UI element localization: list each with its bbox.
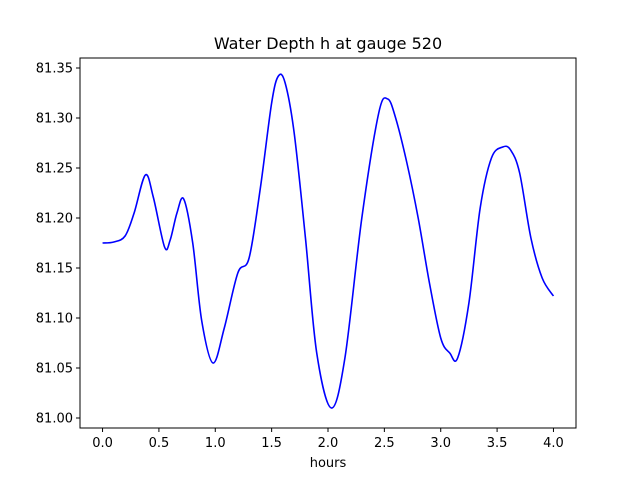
y-tick-label: 81.35 [36, 62, 73, 77]
x-tick-label: 1.0 [205, 436, 226, 451]
x-tick-label: 2.0 [318, 436, 339, 451]
x-tick-label: 3.5 [487, 436, 508, 451]
y-tick-label: 81.20 [36, 212, 73, 227]
y-tick-label: 81.15 [36, 262, 73, 277]
x-tick-label: 3.0 [430, 436, 451, 451]
y-tick-label: 81.30 [36, 112, 73, 127]
x-tick-label: 1.5 [261, 436, 282, 451]
series-line-0 [102, 73, 555, 409]
x-tick-label: 4.0 [543, 436, 564, 451]
x-tick-label: 0.0 [92, 436, 113, 451]
y-tick-label: 81.25 [36, 162, 73, 177]
y-tick-label: 81.05 [36, 362, 73, 377]
y-axis: 81.00 81.05 81.10 81.15 81.20 81.25 81.30 81.35 [36, 62, 80, 427]
chart-title: Water Depth h at gauge 520 [214, 34, 442, 53]
x-tick-label: 2.5 [374, 436, 395, 451]
x-axis: 0.0 0.5 1.0 1.5 2.0 2.5 3.0 3.5 4.0 [92, 428, 564, 451]
y-tick-label: 81.10 [36, 312, 73, 327]
y-tick-label: 81.00 [36, 412, 73, 427]
x-tick-label: 0.5 [149, 436, 170, 451]
x-axis-label: hours [310, 456, 347, 471]
